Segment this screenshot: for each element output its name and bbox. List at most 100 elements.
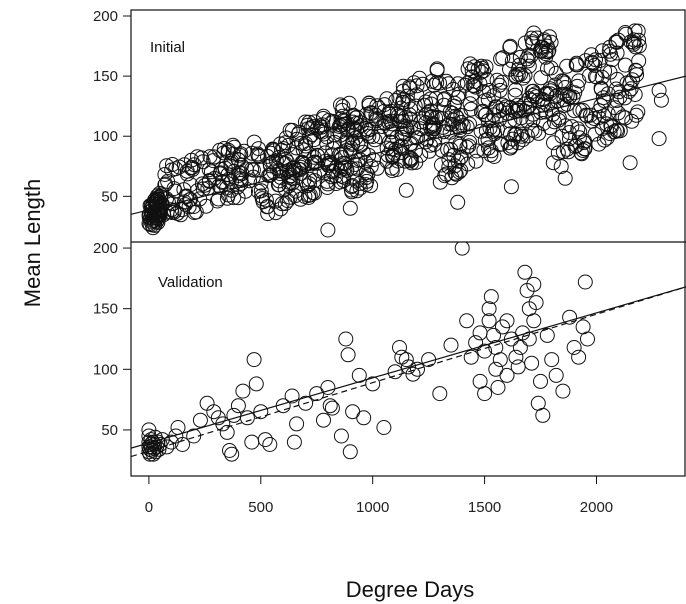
point-0-183 (163, 202, 179, 218)
point-1-48 (286, 434, 302, 450)
point-0-509 (363, 178, 379, 194)
point-0-361 (302, 176, 317, 192)
point-0-844 (627, 87, 643, 102)
point-0-279 (268, 193, 284, 209)
point-0-625 (448, 166, 464, 182)
point-1-74 (443, 337, 459, 353)
point-0-182 (182, 192, 198, 208)
point-0-138 (203, 164, 219, 180)
point-0-888 (551, 112, 566, 128)
point-0-365 (279, 154, 295, 170)
point-1-47 (284, 388, 300, 404)
point-0-906 (595, 43, 610, 59)
point-0-736 (452, 136, 468, 152)
point-0-585 (468, 153, 484, 169)
point-1-93 (499, 313, 515, 329)
point-0-727 (495, 97, 511, 113)
point-0-818 (557, 80, 573, 95)
point-0-918 (398, 182, 414, 198)
point-0-827 (568, 57, 584, 73)
panel-label-1: Validation (158, 274, 223, 291)
point-0-716 (512, 49, 528, 65)
point-0-167 (158, 176, 173, 192)
y-tick-label-0-0: 50 (101, 188, 118, 205)
point-0-855 (628, 62, 644, 78)
point-0-733 (521, 47, 537, 63)
point-0-352 (302, 171, 318, 187)
point-1-89 (490, 380, 506, 395)
point-0-335 (260, 199, 276, 214)
point-0-166 (244, 161, 260, 177)
point-0-511 (345, 114, 361, 130)
point-0-180 (213, 165, 228, 181)
point-0-548 (396, 121, 412, 137)
point-1-45 (262, 437, 278, 452)
point-0-171 (245, 162, 261, 178)
point-0-338 (312, 163, 328, 179)
point-0-706 (515, 132, 531, 148)
point-0-425 (363, 121, 379, 137)
point-1-40 (244, 434, 260, 450)
y-tick-label-1-0: 50 (101, 422, 118, 439)
x-tick-label-4: 2000 (580, 499, 613, 516)
point-0-383 (418, 134, 434, 150)
point-0-161 (225, 146, 241, 162)
point-0-647 (493, 51, 509, 67)
point-0-539 (423, 110, 439, 125)
point-0-856 (569, 57, 585, 73)
point-0-806 (618, 26, 634, 42)
point-0-334 (274, 196, 290, 212)
point-1-68 (398, 352, 414, 368)
point-1-34 (222, 443, 237, 458)
point-0-739 (515, 70, 531, 86)
point-0-522 (377, 97, 392, 113)
point-0-841 (561, 89, 577, 105)
point-0-342 (273, 201, 289, 217)
point-0-489 (424, 73, 440, 89)
point-0-835 (547, 77, 563, 93)
point-0-513 (424, 109, 440, 124)
point-1-76 (459, 313, 475, 329)
point-0-668 (502, 39, 518, 55)
point-0-538 (429, 62, 445, 78)
point-0-642 (526, 25, 542, 41)
point-0-65 (150, 190, 166, 206)
point-0-797 (570, 121, 586, 137)
y-tick-label-0-1: 100 (93, 128, 118, 145)
point-1-49 (289, 416, 305, 432)
point-0-184 (165, 196, 181, 212)
point-0-332 (301, 114, 317, 130)
point-0-845 (631, 32, 647, 48)
point-0-884 (593, 81, 609, 97)
point-0-795 (608, 34, 624, 50)
point-0-569 (533, 70, 549, 86)
point-0-288 (282, 189, 298, 205)
point-0-534 (385, 147, 401, 163)
point-0-665 (477, 93, 493, 109)
point-0-639 (453, 115, 469, 130)
point-0-237 (307, 167, 322, 183)
y-tick-label-1-2: 150 (93, 301, 118, 318)
point-1-106 (528, 295, 544, 311)
y-tick-label-1-3: 200 (93, 240, 118, 257)
y-tick-label-1-1: 100 (93, 361, 118, 378)
point-0-542 (421, 104, 437, 120)
point-0-914 (651, 131, 667, 147)
point-1-78 (468, 335, 484, 351)
point-0-833 (591, 136, 607, 152)
point-1-33 (219, 424, 235, 440)
point-0-877 (599, 116, 614, 132)
x-tick-label-3: 1500 (468, 499, 501, 516)
point-0-757 (450, 153, 466, 169)
point-0-496 (384, 160, 400, 176)
point-0-172 (216, 141, 232, 156)
point-0-527 (348, 173, 364, 189)
point-1-37 (230, 398, 246, 414)
point-0-678 (444, 105, 460, 121)
point-1-66 (392, 340, 407, 355)
point-0-533 (403, 150, 419, 166)
point-1-116 (571, 349, 587, 365)
point-0-896 (610, 105, 626, 121)
point-1-83 (481, 301, 497, 317)
point-0-368 (301, 146, 317, 162)
